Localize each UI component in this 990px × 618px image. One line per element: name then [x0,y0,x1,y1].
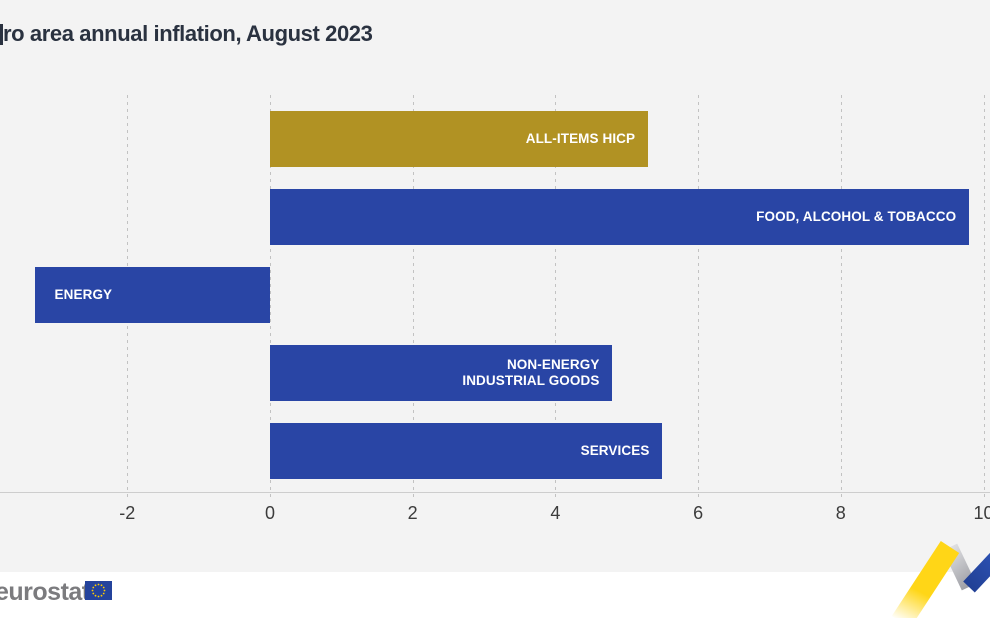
bar-label: NON-ENERGY INDUSTRIAL GOODS [462,356,600,388]
bar-all-items-hicp: ALL-ITEMS HICP [270,111,649,167]
x-axis-tick-label: 0 [264,503,275,523]
gridline [840,95,842,498]
cut-letter-fragment [0,24,3,45]
eurostat-logo: eurostat [0,578,90,606]
zigzag-trend-icon [891,541,990,618]
x-axis-tick-label: 8 [835,503,846,523]
gridline [412,95,414,498]
bar-non-energy-industrial-goods: NON-ENERGY INDUSTRIAL GOODS [270,345,613,401]
eu-flag-icon [85,581,112,600]
x-axis-tick-label: 10 [973,503,990,523]
eu-flag-stars [91,583,106,598]
bar-services: SERVICES [270,423,663,479]
x-axis-tick-label: 4 [550,503,561,523]
x-axis-line [0,492,990,493]
bar-label: ALL-ITEMS HICP [525,130,636,146]
x-axis-tick-label: -2 [119,503,136,523]
gridline [698,95,700,498]
gridline [555,95,557,498]
bar-label: FOOD, ALCOHOL & TOBACCO [756,208,957,224]
gridline [270,95,271,498]
bar-energy: ENERGY [34,267,270,323]
bar-food-alcohol-tobacco: FOOD, ALCOHOL & TOBACCO [270,189,970,245]
footer-bar [0,572,990,618]
gridline [983,95,985,498]
x-axis-tick-label: 6 [693,503,704,523]
bar-label: ENERGY [54,286,113,302]
x-axis-tick-label: 2 [407,503,418,523]
page-title: ro area annual inflation, August 2023 [3,21,373,46]
bar-label: SERVICES [580,442,650,458]
